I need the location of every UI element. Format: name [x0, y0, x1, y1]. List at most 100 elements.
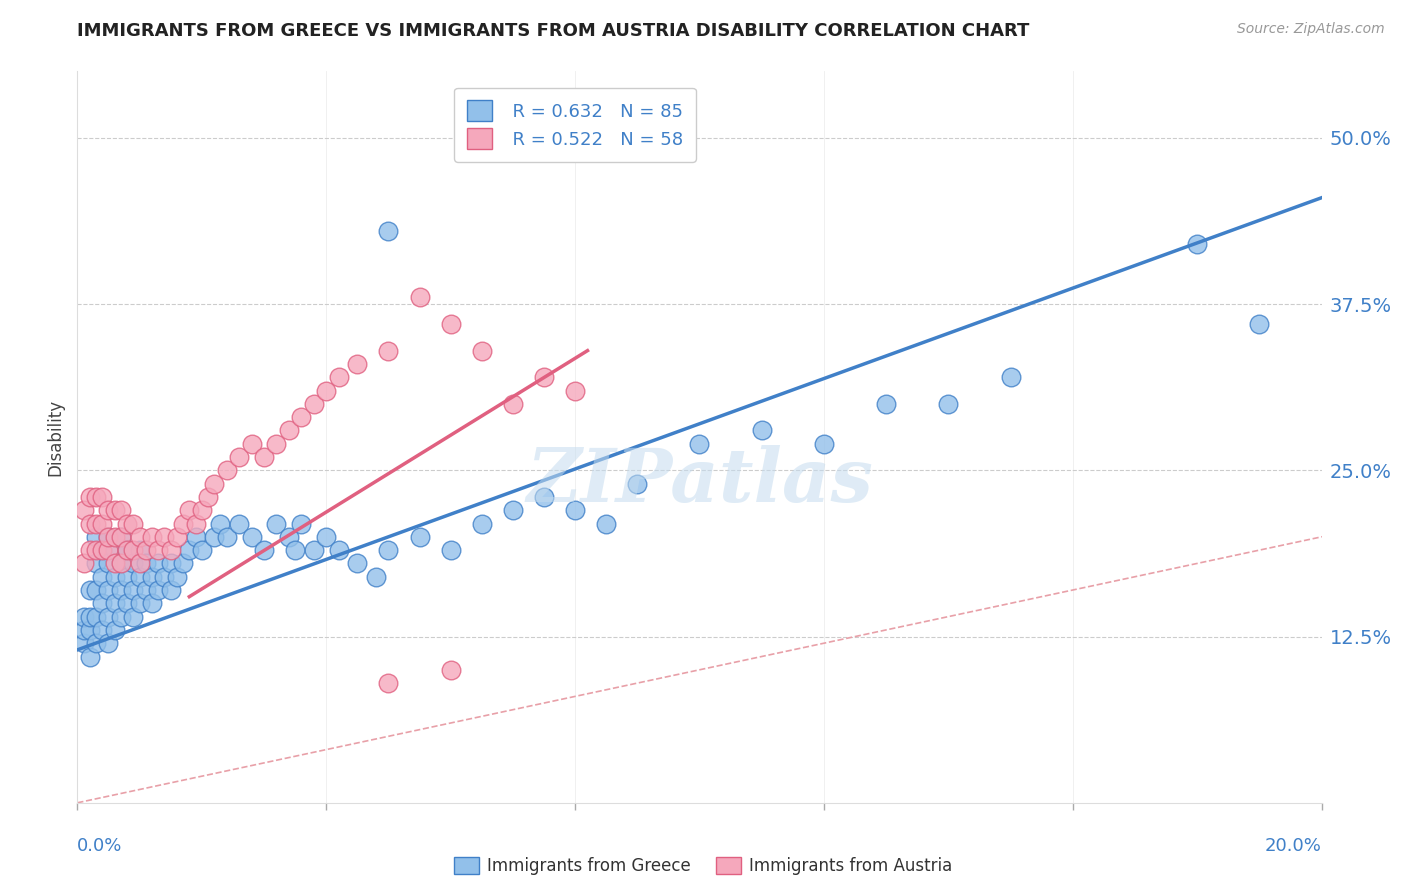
Point — [159, 557, 181, 571]
Point — [751, 424, 773, 438]
Point — [1187, 237, 1209, 252]
Point — [97, 609, 120, 624]
Point — [148, 557, 170, 571]
Point — [97, 543, 120, 558]
Point — [408, 530, 430, 544]
Text: Source: ZipAtlas.com: Source: ZipAtlas.com — [1237, 22, 1385, 37]
Point — [79, 609, 101, 624]
Point — [115, 543, 138, 558]
Point — [122, 557, 145, 571]
Point — [502, 397, 524, 411]
Point — [110, 609, 132, 624]
Point — [502, 503, 524, 517]
Point — [115, 516, 138, 531]
Text: ZIPatlas: ZIPatlas — [526, 445, 873, 517]
Point — [471, 343, 494, 358]
Point — [115, 543, 138, 558]
Point — [91, 543, 114, 558]
Point — [128, 530, 150, 544]
Point — [141, 530, 163, 544]
Point — [240, 436, 263, 450]
Point — [440, 317, 463, 331]
Point — [228, 516, 250, 531]
Point — [104, 543, 127, 558]
Point — [97, 636, 120, 650]
Point — [91, 623, 114, 637]
Point — [79, 582, 101, 597]
Legend:   R = 0.632   N = 85,   R = 0.522   N = 58: R = 0.632 N = 85, R = 0.522 N = 58 — [454, 87, 696, 162]
Point — [84, 636, 107, 650]
Point — [84, 609, 107, 624]
Point — [938, 397, 960, 411]
Point — [72, 623, 94, 637]
Point — [122, 582, 145, 597]
Point — [179, 543, 201, 558]
Point — [533, 370, 555, 384]
Point — [364, 570, 387, 584]
Text: 20.0%: 20.0% — [1265, 837, 1322, 855]
Point — [97, 530, 120, 544]
Point — [626, 476, 648, 491]
Point — [128, 557, 150, 571]
Point — [104, 530, 127, 544]
Point — [277, 424, 299, 438]
Point — [153, 530, 176, 544]
Point — [240, 530, 263, 544]
Point — [91, 543, 114, 558]
Point — [215, 463, 238, 477]
Point — [564, 384, 586, 398]
Point — [253, 450, 276, 464]
Point — [172, 516, 194, 531]
Point — [595, 516, 617, 531]
Point — [440, 663, 463, 677]
Point — [290, 410, 312, 425]
Point — [166, 530, 188, 544]
Point — [266, 516, 288, 531]
Point — [91, 570, 114, 584]
Point — [440, 543, 463, 558]
Point — [79, 490, 101, 504]
Point — [209, 516, 232, 531]
Point — [128, 570, 150, 584]
Point — [84, 582, 107, 597]
Point — [84, 557, 107, 571]
Point — [191, 543, 214, 558]
Point — [135, 582, 157, 597]
Y-axis label: Disability: Disability — [46, 399, 65, 475]
Point — [79, 623, 101, 637]
Point — [266, 436, 288, 450]
Point — [79, 543, 101, 558]
Point — [1249, 317, 1271, 331]
Point — [290, 516, 312, 531]
Point — [97, 530, 120, 544]
Point — [377, 343, 399, 358]
Point — [215, 530, 238, 544]
Point — [122, 516, 145, 531]
Point — [277, 530, 299, 544]
Point — [533, 490, 555, 504]
Point — [79, 649, 101, 664]
Point — [315, 384, 337, 398]
Point — [377, 543, 399, 558]
Point — [159, 543, 181, 558]
Point — [84, 516, 107, 531]
Point — [72, 503, 94, 517]
Point — [253, 543, 276, 558]
Point — [184, 516, 207, 531]
Point — [315, 530, 337, 544]
Point — [97, 557, 120, 571]
Text: IMMIGRANTS FROM GREECE VS IMMIGRANTS FROM AUSTRIA DISABILITY CORRELATION CHART: IMMIGRANTS FROM GREECE VS IMMIGRANTS FRO… — [77, 22, 1029, 40]
Point — [135, 543, 157, 558]
Point — [97, 582, 120, 597]
Point — [141, 570, 163, 584]
Point — [97, 503, 120, 517]
Point — [148, 543, 170, 558]
Point — [104, 570, 127, 584]
Point — [84, 490, 107, 504]
Point — [79, 516, 101, 531]
Point — [202, 530, 225, 544]
Point — [328, 370, 350, 384]
Point — [84, 543, 107, 558]
Point — [110, 557, 132, 571]
Point — [128, 543, 150, 558]
